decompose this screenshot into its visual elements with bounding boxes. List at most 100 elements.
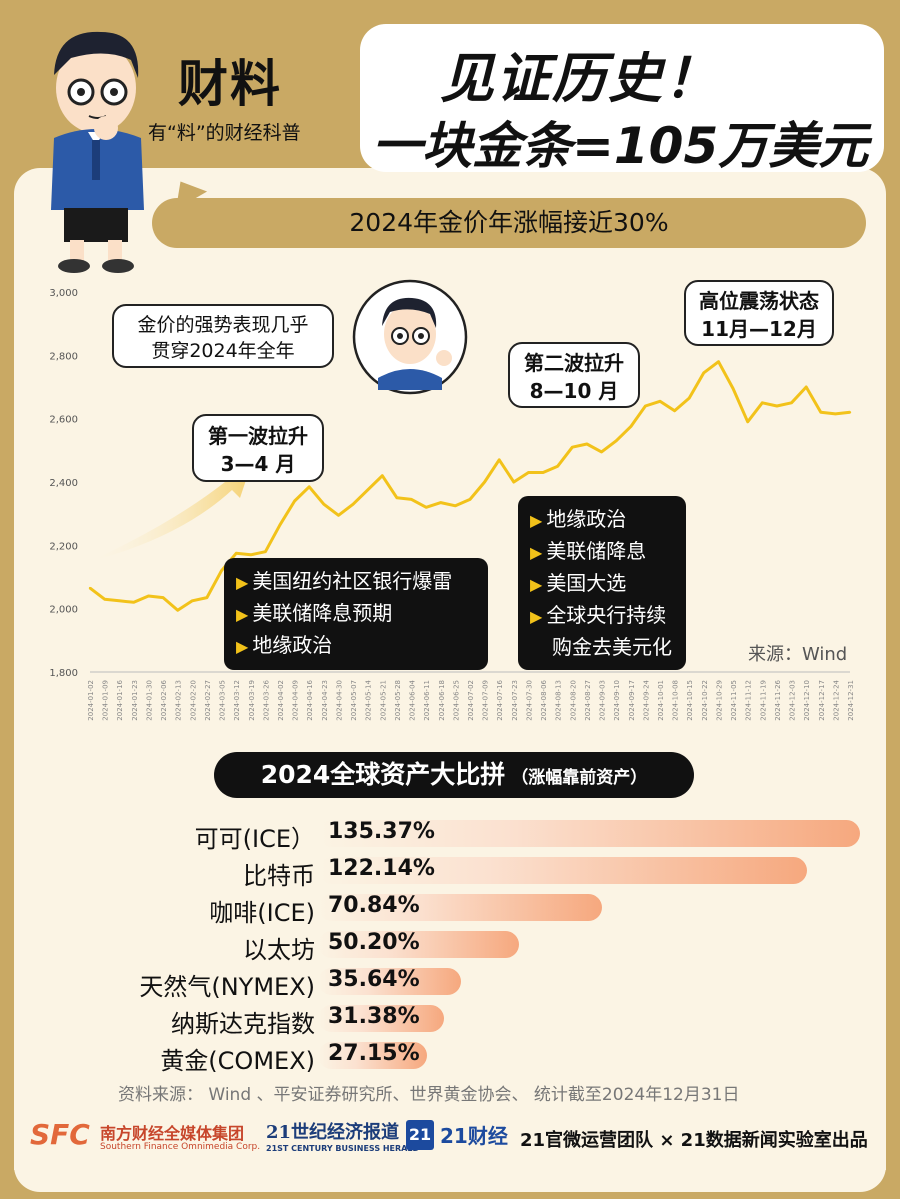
gold-price-point (571, 445, 574, 449)
bar-fill (318, 894, 602, 921)
gold-price-point (88, 586, 92, 590)
intro-line2: 贯穿2024年全年 (151, 340, 295, 362)
y-tick-label: 2,400 (49, 478, 78, 489)
gold-price-point (527, 471, 530, 474)
bar-row: 黄金(COMEX) 27.15% (0, 1037, 900, 1075)
gold-price-point (541, 471, 545, 474)
bar-fill (318, 857, 807, 884)
x-tick-label: 2024-01-23 (131, 680, 139, 721)
y-tick-label: 2,800 (49, 351, 78, 362)
bar-value-label: 27.15% (328, 1041, 420, 1066)
high-title: 高位震荡状态 (699, 289, 819, 313)
x-tick-label: 2024-12-17 (818, 680, 826, 721)
y-tick-label: 2,600 (49, 415, 78, 426)
gold-price-point (161, 596, 165, 599)
bar-value-label: 122.14% (328, 856, 435, 881)
bar-row: 纳斯达克指数 31.38% (0, 1000, 900, 1038)
intro-line1: 金价的强势表现几乎 (137, 314, 309, 336)
bar-value-label: 135.37% (328, 819, 435, 844)
x-tick-label: 2024-06-18 (438, 680, 446, 721)
gold-price-point (234, 552, 238, 555)
mascot-badge-icon (352, 279, 468, 395)
gold-price-point (351, 502, 355, 506)
x-tick-label: 2024-09-24 (642, 679, 650, 720)
x-tick-label: 2024-04-02 (277, 680, 285, 721)
gold-price-point (308, 485, 311, 488)
x-tick-label: 2024-05-07 (350, 680, 358, 721)
caijing-badge: 21 (406, 1120, 434, 1150)
wave2-title: 第二波拉升 (524, 351, 624, 375)
x-tick-label: 2024-02-27 (204, 680, 212, 721)
x-tick-label: 2024-10-08 (672, 680, 680, 721)
gold-price-point (483, 480, 486, 484)
x-tick-label: 2024-09-10 (613, 680, 621, 721)
gold-price-point (702, 371, 706, 374)
gold-price-point (468, 498, 472, 501)
gold-price-point (717, 360, 720, 363)
x-tick-label: 2024-05-14 (365, 679, 373, 720)
gold-price-point (424, 506, 428, 509)
gold-price-point (410, 498, 413, 501)
x-tick-label: 2024-07-16 (496, 679, 504, 720)
bar-category-label: 黄金(COMEX) (160, 1047, 315, 1075)
x-tick-label: 2024-07-30 (525, 680, 533, 721)
gold-price-point (264, 550, 267, 553)
mascot-illustration (51, 31, 144, 273)
gold-price-point (673, 409, 676, 412)
x-tick-label: 2024-07-23 (511, 680, 519, 721)
gold-price-point (439, 501, 442, 504)
gold-price-point (731, 387, 735, 390)
bar-row: 比特币 122.14% (0, 852, 900, 890)
triangle-icon: ▶ (530, 543, 543, 562)
wave2-period: 8—10 月 (529, 379, 619, 403)
gold-price-point (775, 404, 779, 408)
x-tick-label: 2024-01-09 (102, 680, 110, 721)
x-tick-label: 2024-02-20 (189, 680, 197, 721)
x-tick-label: 2024-06-11 (423, 680, 431, 721)
intro-bubble: 金价的强势表现几乎 贯穿2024年全年 (112, 304, 334, 368)
x-tick-label: 2024-10-01 (657, 680, 665, 721)
y-tick-label: 2,000 (49, 605, 78, 616)
gold-price-point (191, 599, 194, 602)
x-tick-label: 2024-09-03 (599, 680, 607, 721)
x-tick-label: 2024-06-04 (409, 679, 417, 720)
caijing-logo: 21财经 (440, 1124, 508, 1148)
bar-fill (318, 968, 461, 995)
herald-english: 21ST CENTURY BUSINESS HERALD (266, 1144, 420, 1153)
wave1-reason: ▶ 地缘政治 (236, 633, 333, 657)
bar-subtitle: （涨幅靠前资产） (511, 768, 648, 788)
gold-price-point (293, 499, 296, 503)
wave2-reason: 购金去美元化 (552, 635, 672, 659)
x-tick-label: 2024-01-02 (87, 680, 95, 721)
y-tick-label: 3,000 (49, 288, 78, 299)
triangle-icon: ▶ (236, 605, 249, 624)
bar-category-label: 天然气(NYMEX) (139, 973, 315, 1001)
gold-price-point (220, 569, 223, 572)
wave1-title: 第一波拉升 (208, 424, 308, 448)
gold-price-point (395, 496, 399, 500)
bar-title: 2024全球资产大比拼 (260, 760, 506, 789)
wave1-bubble: 第一波拉升 3—4 月 (192, 414, 324, 482)
gold-price-chart: 3,000 2,800 2,600 2,400 2,200 2,000 1,800 2024… (49, 288, 855, 721)
gold-price-point (205, 596, 209, 599)
x-tick-label: 2024-05-28 (394, 680, 402, 721)
x-tick-label: 2024-04-09 (292, 680, 300, 721)
gold-price-point (176, 609, 179, 612)
x-tick-label: 2024-03-19 (248, 680, 256, 721)
headline-box (360, 24, 884, 172)
gold-price-point (366, 488, 369, 492)
gold-price-point (819, 411, 822, 414)
x-tick-label: 2024-12-03 (789, 680, 797, 721)
sfc-logo: SFC (30, 1118, 90, 1151)
triangle-icon: ▶ (236, 573, 249, 592)
headline-line2: 一块金条=105万美元 (372, 117, 869, 175)
x-tick-label: 2024-03-26 (262, 679, 270, 720)
gold-price-point (834, 412, 837, 416)
gold-price-point (585, 442, 589, 446)
x-tick-label: 2024-12-10 (803, 680, 811, 721)
bar-row: 咖啡(ICE) 70.84% (0, 889, 900, 927)
brand-slogan: 有“料”的财经科普 (148, 122, 301, 144)
x-tick-label: 2024-08-20 (569, 680, 577, 721)
x-tick-label: 2024-01-16 (116, 679, 124, 720)
gold-price-point (454, 504, 457, 507)
